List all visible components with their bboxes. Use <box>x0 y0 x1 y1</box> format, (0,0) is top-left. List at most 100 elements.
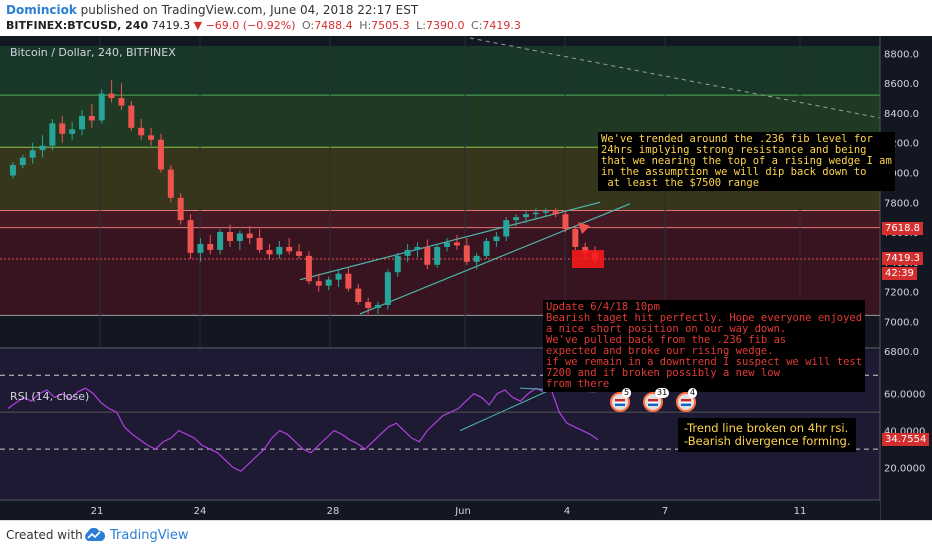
candle-body <box>177 197 184 221</box>
candle-body <box>355 288 362 302</box>
candle-body <box>384 272 391 305</box>
flag-icon <box>648 399 658 406</box>
candle-body <box>286 246 293 252</box>
x-tick-label: 21 <box>91 506 104 517</box>
fib-band <box>0 210 880 228</box>
tradingview-cloud-icon[interactable] <box>82 526 106 544</box>
candle-body <box>394 255 401 273</box>
y-tick-label: 7000.0 <box>884 317 919 328</box>
candle-body <box>493 236 500 241</box>
candle-body <box>207 243 214 250</box>
x-tick-label: 7 <box>662 506 668 517</box>
author-link[interactable]: Dominciok <box>6 3 77 17</box>
price-chart[interactable]: 8800.08600.08400.08200.08000.07800.07600… <box>0 36 932 520</box>
tradingview-brand[interactable]: TradingView <box>110 528 189 543</box>
ohlc-line: BITFINEX:BTCUSD, 240 7419.3 ▼ −69.0 (−0.… <box>6 19 521 32</box>
x-tick-label: 24 <box>194 506 207 517</box>
candle-body <box>523 214 529 218</box>
candle-body <box>572 229 579 247</box>
candle-body <box>187 220 194 253</box>
flag-icon <box>681 399 691 406</box>
close-label: C: <box>471 19 483 32</box>
y-tick-label: 7800.0 <box>884 198 919 209</box>
badge-count: 5 <box>622 388 632 398</box>
candle-body <box>19 157 26 166</box>
x-axis-labels: 21 24 28 Jun 4 7 11 <box>91 506 807 517</box>
price-tag: 7419.3 <box>882 251 923 265</box>
candle-body <box>473 255 480 262</box>
y-tick-label: 7200.0 <box>884 288 919 299</box>
author-avatar-icon[interactable]: 4 <box>676 388 698 412</box>
annotation-note-2[interactable]: Update 6/4/18 10pm Bearish taget hit per… <box>543 300 866 392</box>
annotation-note-3[interactable]: -Trend line broken on 4hr rsi. -Bearish … <box>678 418 857 452</box>
candle-body <box>404 249 411 256</box>
candle-body <box>148 135 155 140</box>
candle-body <box>582 246 589 253</box>
annotation-note-1[interactable]: We've trended around the .236 fib level … <box>598 132 895 191</box>
trend-line <box>469 37 881 119</box>
candle-body <box>296 251 303 256</box>
candle-body <box>315 281 322 286</box>
rsi-line <box>7 387 599 472</box>
candle-body <box>345 273 352 289</box>
candle-body <box>483 240 490 256</box>
price-change: ▼ −69.0 (−0.92%) <box>193 19 296 32</box>
rsi-tick-label: 40.0000 <box>884 427 925 438</box>
candle-body <box>552 211 559 215</box>
high-value: 7505.3 <box>371 19 410 32</box>
candle-body <box>98 93 105 121</box>
candle-body <box>197 243 204 253</box>
x-tick-label: 4 <box>564 506 570 517</box>
candle-body <box>69 129 76 134</box>
rsi-tick-label: 20.0000 <box>884 464 925 475</box>
chart-header <box>0 0 932 36</box>
candle-body <box>9 165 16 176</box>
candle-body <box>167 169 174 198</box>
rsi-tick-label: 60.0000 <box>884 390 925 401</box>
candle-body <box>335 273 342 280</box>
candle-body <box>532 212 539 215</box>
open-value: 7488.4 <box>314 19 353 32</box>
fib-bands <box>0 46 880 316</box>
candle-body <box>128 105 135 128</box>
x-tick-label: 11 <box>794 506 807 517</box>
candle-body <box>266 249 273 255</box>
price-tag: 34.7554 <box>882 433 930 447</box>
candles <box>9 80 599 314</box>
y-tick-label: 8800.0 <box>884 49 919 60</box>
candle-body <box>39 145 46 151</box>
fib-band <box>0 46 880 96</box>
candle-body <box>108 93 115 99</box>
created-with-label: Created with <box>6 528 83 542</box>
publish-line: Dominciok published on TradingView.com, … <box>6 3 418 17</box>
last-price: 7419.3 <box>151 19 191 32</box>
candle-body <box>325 279 332 286</box>
candle-body <box>414 246 421 250</box>
candle-body <box>49 123 56 146</box>
rsi-trendline <box>459 389 551 432</box>
wedge-lower <box>359 203 631 315</box>
symbol-label: BITFINEX:BTCUSD, 240 <box>6 19 149 32</box>
candle-body <box>246 233 253 238</box>
price-tag: 7618.8 <box>882 222 923 236</box>
x-tick-label: 28 <box>327 506 340 517</box>
candle-body <box>217 232 224 250</box>
rising-wedge <box>299 201 631 315</box>
candle-body <box>88 115 95 121</box>
x-tick-label: Jun <box>454 506 471 517</box>
candle-body <box>503 220 510 237</box>
candle-body <box>305 255 312 282</box>
candle-body <box>29 150 36 158</box>
candle-body <box>276 246 283 255</box>
candle-body <box>157 139 164 170</box>
flag-icon <box>615 399 625 406</box>
y-tick-label: 8200.0 <box>884 139 919 150</box>
candle-body <box>562 214 569 230</box>
badge-count: 31 <box>655 388 670 398</box>
author-avatar-icon[interactable]: 5 <box>610 388 632 412</box>
low-label: L: <box>416 19 427 32</box>
candle-body <box>513 217 520 221</box>
author-avatar-icon[interactable]: 31 <box>643 388 670 412</box>
candle-body <box>59 123 66 134</box>
time-axis[interactable] <box>0 500 880 520</box>
